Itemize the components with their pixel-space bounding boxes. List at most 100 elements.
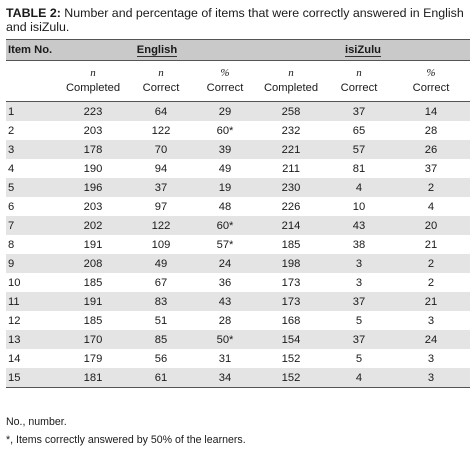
item-number-cell: 2 — [8, 124, 15, 137]
table-cell: 26 — [392, 140, 471, 159]
table-cell: 20 — [392, 216, 471, 235]
table-cell: 181 — [58, 368, 128, 388]
table-cell: 37 — [128, 178, 194, 197]
table-cell: 2 — [392, 178, 471, 197]
table-cell: 85 — [128, 330, 194, 349]
table-cell: 50* — [194, 330, 256, 349]
item-number-cell: 6 — [8, 200, 15, 213]
table-row: 12 185 51 28 168 5 3 — [6, 311, 470, 330]
table-cell: 203 — [83, 124, 103, 137]
group-english-header: English — [58, 39, 256, 61]
table-cell: 5 — [355, 352, 363, 365]
table-cell: 65 — [352, 124, 366, 137]
table-row: 3 178 70 39 221 57 26 — [6, 140, 471, 159]
item-no-header: Item No. — [6, 39, 58, 61]
table-cell: 203 — [83, 200, 103, 213]
table-cell: 226 — [281, 200, 301, 213]
table-cell: 178 — [58, 140, 128, 159]
sub-header-symbol: n — [158, 67, 164, 79]
table-cell: 83 — [128, 292, 194, 311]
table-cell: 31 — [218, 352, 232, 365]
table-cell: 109 — [151, 238, 171, 251]
table-cell: 211 — [282, 162, 300, 175]
table-cell: 258 — [256, 101, 326, 121]
sub-header-empty — [6, 60, 58, 102]
table-cell: 214 — [256, 216, 326, 235]
table-cell: 4 — [427, 200, 435, 213]
table-cell: 173 — [256, 292, 326, 311]
table-cell: 185 — [281, 238, 301, 251]
table-cell: 2 — [427, 276, 435, 289]
table-row: 5 196 37 19 230 4 2 — [6, 178, 471, 197]
sub-header-label: Completed — [263, 82, 319, 94]
table-cell: 37 — [326, 330, 392, 349]
sub-header-label: Correct — [206, 82, 244, 94]
sub-header-label: Correct — [142, 82, 180, 94]
table-cell: 21 — [392, 292, 471, 311]
sub-header-symbol: % — [220, 67, 230, 79]
table-cell: 196 — [58, 178, 128, 197]
table-row: 11 191 83 43 173 37 21 — [6, 292, 471, 311]
table-cell: 61 — [128, 368, 194, 388]
table-cell: 94 — [154, 162, 168, 175]
table-cell: 3 — [392, 368, 471, 388]
table-cell: 37 — [326, 101, 392, 121]
sub-header-symbol: n — [356, 67, 362, 79]
table-row: 1 223 64 29 258 37 14 — [6, 101, 471, 121]
item-number-cell: 15 — [6, 368, 58, 388]
table-cell: 122 — [128, 216, 194, 235]
table-cell: 49 — [128, 254, 194, 273]
sub-header-label: Correct — [412, 82, 450, 94]
table-cell: 152 — [256, 368, 326, 388]
table-cell: 2 — [392, 254, 471, 273]
table-row: 14 179 56 31 152 5 3 — [6, 349, 470, 368]
table-cell: 10 — [352, 200, 366, 213]
table-cell: 122 — [151, 124, 171, 137]
item-number-cell: 1 — [6, 101, 58, 121]
table-cell: 208 — [58, 254, 128, 273]
table-cell: 81 — [352, 162, 366, 175]
table-row: 9 208 49 24 198 3 2 — [6, 254, 471, 273]
table-cell: 60* — [216, 124, 234, 137]
group-english-label: English — [136, 43, 178, 57]
note-asterisk: *, Items correctly answered by 50% of th… — [6, 434, 246, 446]
table-cell: 29 — [194, 101, 256, 121]
table-row: 2 203 122 60* 232 65 28 — [6, 121, 470, 140]
table-cell: 3 — [326, 254, 392, 273]
table-row: 13 170 85 50* 154 37 24 — [6, 330, 471, 349]
sub-header-cell: n Correct — [326, 60, 392, 102]
sub-header-cell: % Correct — [194, 60, 256, 102]
sub-header-cell: n Correct — [128, 60, 194, 102]
table-cell: 185 — [83, 276, 103, 289]
item-number-cell: 7 — [6, 216, 58, 235]
table-cell: 36 — [218, 276, 232, 289]
table-cell: 37 — [326, 292, 392, 311]
table-cell: 221 — [256, 140, 326, 159]
table-cell: 24 — [392, 330, 471, 349]
sub-header-symbol: % — [426, 67, 436, 79]
table-cell: 51 — [154, 314, 168, 327]
table-cell: 34 — [194, 368, 256, 388]
table-cell: 170 — [58, 330, 128, 349]
note-abbreviation: No., number. — [6, 416, 67, 428]
table-row: 15 181 61 34 152 4 3 — [6, 368, 471, 388]
table-cell: 43 — [326, 216, 392, 235]
table-cell: 37 — [424, 162, 438, 175]
group-isizulu-header: isiZulu — [256, 39, 471, 61]
table-cell: 173 — [281, 276, 301, 289]
table-cell: 152 — [281, 352, 301, 365]
table-notes: No., number. *, Items correctly answered… — [6, 413, 246, 449]
sub-header-label: Correct — [340, 82, 378, 94]
sub-header-symbol: n — [90, 67, 96, 79]
table-row: 6 203 97 48 226 10 4 — [6, 197, 470, 216]
table-cell: 4 — [326, 368, 392, 388]
caption-text: Number and percentage of items that were… — [6, 6, 464, 34]
item-number-cell: 12 — [8, 314, 21, 327]
table-cell: 168 — [281, 314, 301, 327]
sub-header-cell: n Completed — [58, 60, 128, 102]
table-cell: 198 — [256, 254, 326, 273]
sub-header-cell: % Correct — [392, 60, 471, 102]
table-cell: 49 — [218, 162, 232, 175]
results-table: Item No. English isiZulu n Completed n Corr… — [6, 39, 471, 388]
table-cell: 191 — [83, 238, 103, 251]
